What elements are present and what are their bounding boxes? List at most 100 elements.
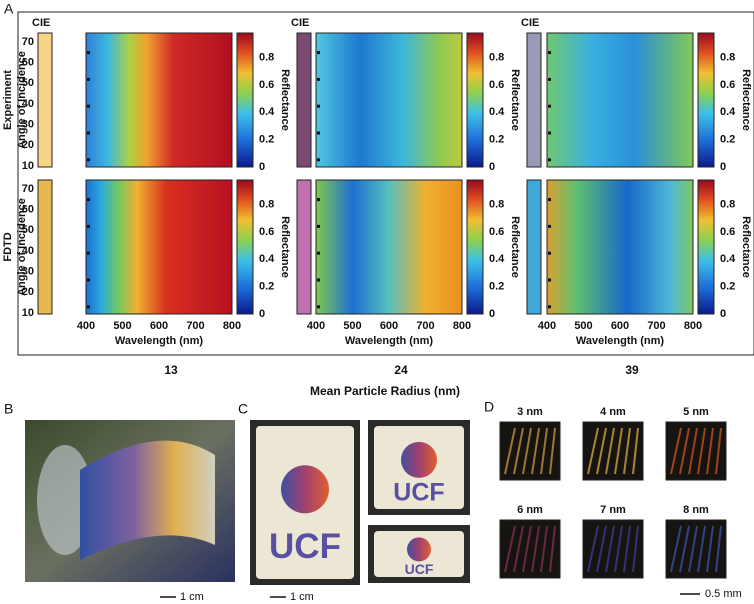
colorbar-tick-label: 0.8 bbox=[259, 51, 274, 63]
y-tick-label: 10 bbox=[22, 160, 34, 172]
cie-bar bbox=[37, 179, 53, 315]
y-tick-label: 40 bbox=[22, 98, 34, 110]
colorbar-tick-label: 0.6 bbox=[720, 226, 735, 238]
y-tick-label: 20 bbox=[22, 286, 34, 298]
y-tick-label: 70 bbox=[22, 36, 34, 48]
cie-bar bbox=[37, 32, 53, 168]
x-tick-label: 500 bbox=[343, 320, 361, 332]
panel-a-frame bbox=[17, 11, 754, 356]
tick bbox=[317, 77, 320, 81]
streak bbox=[697, 427, 706, 475]
cie-bar bbox=[296, 32, 312, 168]
colorbar-tick-label: 0 bbox=[720, 161, 726, 173]
heatmap bbox=[85, 32, 233, 168]
x-tick-label: 400 bbox=[307, 320, 325, 332]
streak bbox=[679, 525, 690, 573]
tick bbox=[548, 198, 551, 202]
tick bbox=[548, 251, 551, 255]
x-axis-label: Wavelength (nm) bbox=[345, 335, 434, 347]
heatmap bbox=[546, 179, 694, 315]
size-label: 3 nm bbox=[517, 406, 543, 418]
streak bbox=[632, 525, 639, 573]
colorbar-label: Reflectance bbox=[279, 216, 291, 278]
row-label: Experiment bbox=[2, 70, 14, 130]
colorbar-tick-label: 0.2 bbox=[259, 134, 274, 146]
cie-bar bbox=[296, 179, 312, 315]
size-label: 8 nm bbox=[683, 504, 709, 516]
streak bbox=[513, 525, 524, 573]
colorbar-label: Reflectance bbox=[279, 69, 291, 131]
x-tick-label: 800 bbox=[453, 320, 471, 332]
tick bbox=[87, 104, 90, 108]
colorbar-tick-label: 0.8 bbox=[489, 198, 504, 210]
cie-bar bbox=[526, 179, 542, 315]
cie-bar bbox=[526, 32, 542, 168]
size-label: 6 nm bbox=[517, 504, 543, 516]
x-tick-label: 600 bbox=[380, 320, 398, 332]
streak bbox=[522, 525, 532, 573]
streak bbox=[549, 525, 556, 573]
colorbar-tick-label: 0.6 bbox=[720, 79, 735, 91]
streak bbox=[706, 427, 714, 475]
colorbar-tick-label: 0.6 bbox=[489, 79, 504, 91]
y-tick-label: 60 bbox=[22, 204, 34, 216]
tick bbox=[548, 77, 551, 81]
logo-mark bbox=[401, 441, 437, 478]
tick bbox=[317, 278, 320, 282]
streak bbox=[531, 427, 540, 475]
colorbar-tick-label: 0 bbox=[489, 308, 495, 320]
streak bbox=[670, 525, 682, 573]
streak bbox=[605, 427, 615, 475]
streak bbox=[605, 525, 615, 573]
streak bbox=[706, 525, 714, 573]
colorbar-tick-label: 0.2 bbox=[720, 281, 735, 293]
colorbar-tick-label: 0 bbox=[489, 161, 495, 173]
tick bbox=[87, 278, 90, 282]
colorbar-tick-label: 0.4 bbox=[259, 253, 275, 265]
radius-label: 13 bbox=[164, 363, 178, 377]
streak bbox=[540, 525, 548, 573]
streak bbox=[614, 427, 623, 475]
panel-label: D bbox=[484, 399, 494, 415]
colorbar-tick-label: 0.2 bbox=[489, 281, 504, 293]
y-tick-label: 30 bbox=[22, 119, 34, 131]
row-label: FDTD bbox=[2, 232, 14, 261]
y-tick-label: 10 bbox=[22, 307, 34, 319]
logo-mark bbox=[281, 465, 329, 514]
tick bbox=[317, 131, 320, 135]
cylinder bbox=[37, 445, 93, 555]
x-tick-label: 600 bbox=[150, 320, 168, 332]
y-tick-label: 50 bbox=[22, 224, 34, 236]
heatmap bbox=[315, 32, 463, 168]
tick bbox=[548, 224, 551, 228]
y-tick-label: 50 bbox=[22, 77, 34, 89]
tick bbox=[548, 104, 551, 108]
tick bbox=[87, 251, 90, 255]
radius-label: 24 bbox=[394, 363, 408, 377]
tick bbox=[317, 198, 320, 202]
x-tick-label: 700 bbox=[186, 320, 204, 332]
colorbar bbox=[466, 179, 484, 315]
x-tick-label: 400 bbox=[538, 320, 556, 332]
tick bbox=[317, 51, 320, 55]
heatmap bbox=[546, 32, 694, 168]
x-tick-label: 800 bbox=[223, 320, 241, 332]
colorbar bbox=[236, 179, 254, 315]
colorbar-tick-label: 0.6 bbox=[489, 226, 504, 238]
panel-label: B bbox=[4, 401, 13, 417]
x-tick-label: 800 bbox=[684, 320, 702, 332]
colorbar bbox=[697, 179, 715, 315]
tick bbox=[317, 104, 320, 108]
colorbar-tick-label: 0 bbox=[259, 161, 265, 173]
streak bbox=[697, 525, 706, 573]
colorbar-tick-label: 0 bbox=[259, 308, 265, 320]
radius-label: 39 bbox=[625, 363, 639, 377]
colorbar-tick-label: 0.4 bbox=[489, 253, 505, 265]
tick bbox=[548, 278, 551, 282]
streak bbox=[614, 525, 623, 573]
streak bbox=[688, 525, 698, 573]
x-axis-label: Wavelength (nm) bbox=[576, 335, 665, 347]
x-tick-label: 500 bbox=[574, 320, 592, 332]
streak bbox=[623, 525, 631, 573]
